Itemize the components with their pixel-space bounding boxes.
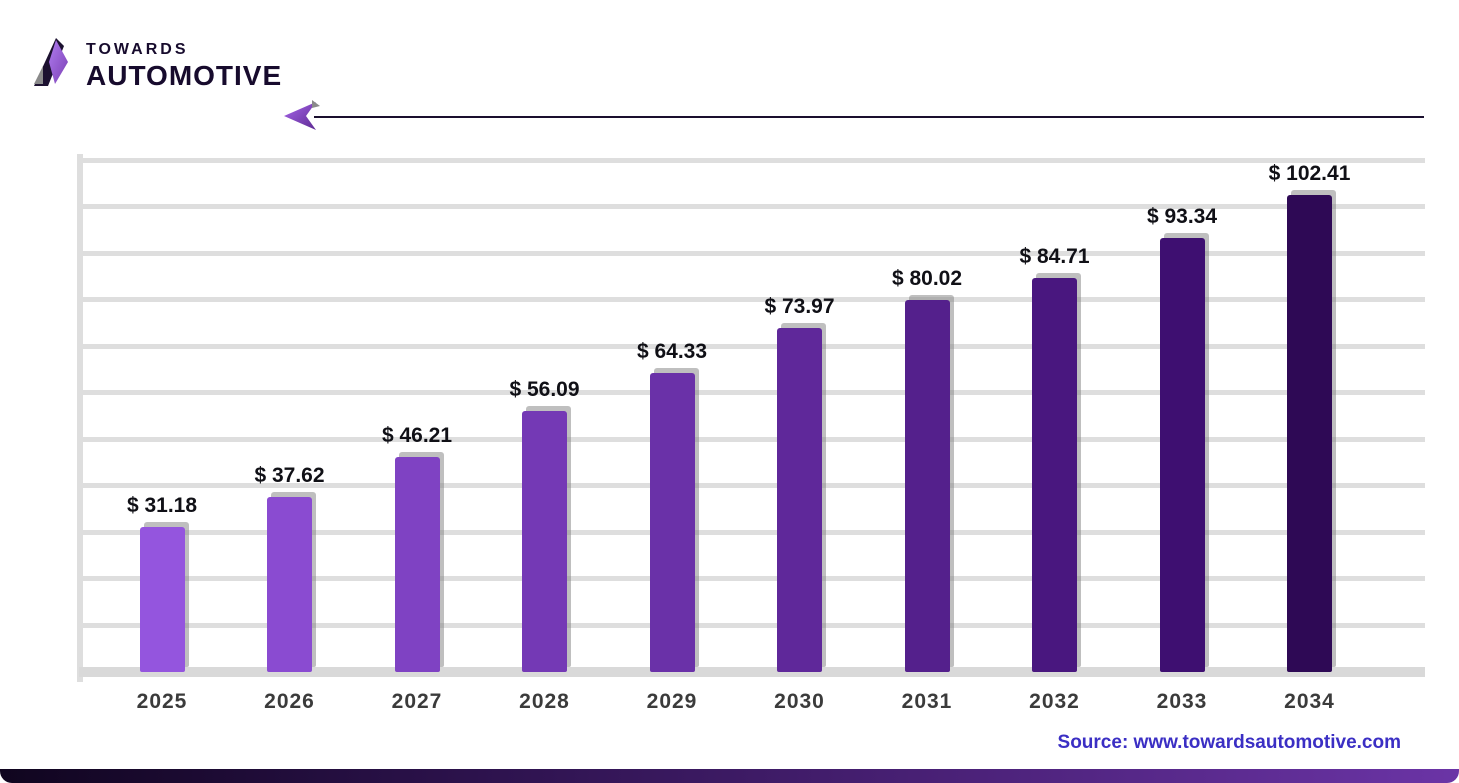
gridline: [79, 483, 1425, 489]
bar-value-label: $ 93.34: [1146, 204, 1218, 228]
bar-value-label: $ 31.18: [126, 493, 198, 517]
bottom-gradient-bar: [0, 769, 1459, 783]
bar-value-label: $ 37.62: [254, 463, 325, 487]
bar-2032: [1032, 277, 1077, 672]
header-divider-line: [314, 116, 1424, 118]
bar-value-label: $ 46.21: [381, 423, 453, 447]
bar-value-label: $ 56.09: [509, 377, 580, 401]
y-axis-line: [77, 154, 83, 682]
gridline: [79, 622, 1425, 628]
x-axis-year-label: 2025: [136, 690, 188, 713]
x-axis-year-label: 2029: [646, 690, 698, 713]
bar-2031: [904, 299, 950, 672]
bar-2025: [139, 526, 185, 672]
bar-2029: [649, 372, 695, 672]
gridline: [79, 250, 1425, 256]
bar-2028: [522, 410, 567, 672]
source-text: Source: www.towardsautomotive.com: [1057, 732, 1401, 753]
bar-2026: [267, 496, 312, 672]
x-axis-year-label: 2031: [901, 690, 953, 713]
bar-chart: $ 31.18 2025 $ 37.62 2026 $ 46.21 2027 $ 56.09…: [77, 154, 1425, 713]
x-axis-year-label: 2028: [519, 690, 570, 713]
bar-2034: [1287, 195, 1332, 672]
gridline: [79, 576, 1425, 582]
x-axis-year-label: 2026: [264, 690, 315, 713]
gridline: [79, 157, 1425, 163]
gridline: [79, 297, 1425, 303]
bar-value-label: $ 73.97: [764, 294, 835, 318]
gridline: [79, 529, 1425, 535]
brand-logo-icon: [34, 38, 68, 86]
x-axis-baseline: [79, 667, 1425, 677]
bar-value-label: $ 64.33: [636, 339, 708, 363]
bar-value-label: $ 84.71: [1019, 244, 1090, 268]
gridline: [79, 343, 1425, 349]
bar-value-label: $ 80.02: [891, 266, 963, 290]
brand-name-top: TOWARDS: [86, 41, 189, 58]
x-axis-year-label: 2034: [1284, 690, 1335, 713]
bar-2033: [1159, 237, 1205, 672]
x-axis-year-label: 2032: [1029, 690, 1080, 713]
bar-2027: [394, 456, 440, 672]
bar-value-label: $ 102.41: [1268, 162, 1351, 186]
arrow-left-icon: [284, 100, 320, 130]
gridline: [79, 204, 1425, 210]
bar-2030: [777, 327, 822, 672]
gridline: [79, 390, 1425, 396]
brand-logo: TOWARDS AUTOMOTIVE: [28, 36, 282, 90]
x-axis-year-label: 2033: [1156, 690, 1208, 713]
x-axis-year-label: 2027: [391, 690, 443, 713]
brand-name-bottom: AUTOMOTIVE: [86, 60, 283, 91]
x-axis-year-label: 2030: [774, 690, 825, 713]
gridline: [79, 436, 1425, 442]
